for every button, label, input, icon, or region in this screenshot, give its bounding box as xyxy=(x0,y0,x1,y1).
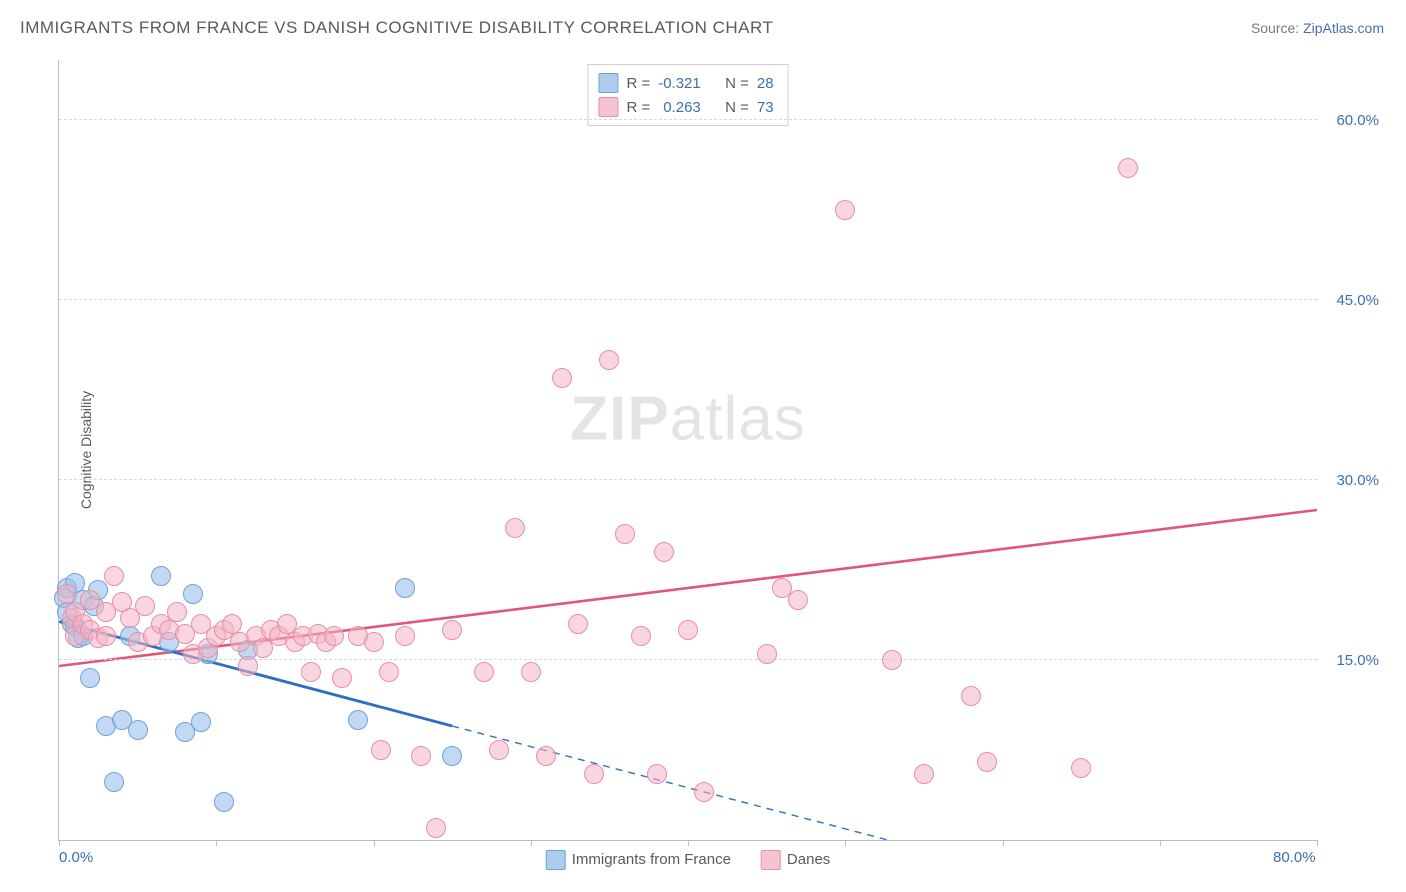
x-tick xyxy=(1003,840,1004,846)
y-tick-label: 60.0% xyxy=(1336,112,1379,129)
data-point-danes xyxy=(961,686,981,706)
data-point-france xyxy=(442,746,462,766)
legend-item-danes: Danes xyxy=(761,850,830,870)
x-tick xyxy=(59,840,60,846)
data-point-danes xyxy=(222,614,242,634)
x-tick xyxy=(531,840,532,846)
x-tick xyxy=(845,840,846,846)
data-point-france xyxy=(191,712,211,732)
data-point-danes xyxy=(568,614,588,634)
data-point-danes xyxy=(57,584,77,604)
data-point-france xyxy=(104,772,124,792)
data-point-danes xyxy=(442,620,462,640)
data-point-danes xyxy=(631,626,651,646)
gridline-h xyxy=(59,119,1317,120)
data-point-danes xyxy=(238,656,258,676)
data-point-france xyxy=(183,584,203,604)
data-point-danes xyxy=(135,596,155,616)
source-attribution: Source: ZipAtlas.com xyxy=(1251,20,1384,36)
watermark: ZIPatlas xyxy=(570,383,805,454)
series-legend: Immigrants from France Danes xyxy=(546,850,831,870)
n-label: N = xyxy=(725,99,749,116)
r-label: R = xyxy=(626,99,650,116)
chart-container: Cognitive Disability ZIPatlas R = -0.321… xyxy=(20,50,1386,880)
data-point-danes xyxy=(599,350,619,370)
data-point-danes xyxy=(364,632,384,652)
data-point-danes xyxy=(1071,758,1091,778)
x-tick xyxy=(688,840,689,846)
y-axis-label: Cognitive Disability xyxy=(78,391,94,509)
data-point-danes xyxy=(977,752,997,772)
data-point-danes xyxy=(1118,158,1138,178)
data-point-danes xyxy=(505,518,525,538)
legend-label-france: Immigrants from France xyxy=(572,851,731,868)
data-point-danes xyxy=(615,524,635,544)
r-label: R = xyxy=(626,75,650,92)
data-point-danes xyxy=(395,626,415,646)
data-point-france xyxy=(151,566,171,586)
x-tick-label: 80.0% xyxy=(1273,849,1316,866)
data-point-france xyxy=(348,710,368,730)
y-tick-label: 15.0% xyxy=(1336,652,1379,669)
n-value-danes: 73 xyxy=(757,99,774,116)
data-point-danes xyxy=(379,662,399,682)
data-point-danes xyxy=(788,590,808,610)
legend-label-danes: Danes xyxy=(787,851,830,868)
data-point-danes xyxy=(104,566,124,586)
data-point-danes xyxy=(521,662,541,682)
r-value-danes: 0.263 xyxy=(658,99,701,116)
legend-item-france: Immigrants from France xyxy=(546,850,731,870)
x-tick xyxy=(1317,840,1318,846)
x-tick-label: 0.0% xyxy=(59,849,93,866)
data-point-france xyxy=(80,668,100,688)
source-link[interactable]: ZipAtlas.com xyxy=(1303,20,1384,36)
data-point-danes xyxy=(647,764,667,784)
data-point-danes xyxy=(301,662,321,682)
swatch-pink-icon xyxy=(598,97,618,117)
correlation-legend: R = -0.321 N = 28 R = 0.263 N = 73 xyxy=(587,64,788,126)
legend-row-france: R = -0.321 N = 28 xyxy=(598,71,773,95)
data-point-danes xyxy=(324,626,344,646)
swatch-blue-icon xyxy=(546,850,566,870)
data-point-danes xyxy=(678,620,698,640)
data-point-danes xyxy=(584,764,604,784)
data-point-danes xyxy=(757,644,777,664)
data-point-danes xyxy=(694,782,714,802)
swatch-blue-icon xyxy=(598,73,618,93)
y-tick-label: 30.0% xyxy=(1336,472,1379,489)
data-point-france xyxy=(395,578,415,598)
data-point-france xyxy=(128,720,148,740)
n-label: N = xyxy=(725,75,749,92)
data-point-danes xyxy=(835,200,855,220)
data-point-danes xyxy=(882,650,902,670)
plot-area: Cognitive Disability ZIPatlas R = -0.321… xyxy=(58,60,1317,841)
legend-row-danes: R = 0.263 N = 73 xyxy=(598,95,773,119)
data-point-danes xyxy=(96,626,116,646)
data-point-danes xyxy=(536,746,556,766)
data-point-danes xyxy=(332,668,352,688)
x-tick xyxy=(374,840,375,846)
source-prefix: Source: xyxy=(1251,20,1303,36)
data-point-danes xyxy=(489,740,509,760)
x-tick xyxy=(216,840,217,846)
data-point-danes xyxy=(654,542,674,562)
n-value-france: 28 xyxy=(757,75,774,92)
x-tick xyxy=(1160,840,1161,846)
watermark-atlas: atlas xyxy=(670,384,806,453)
data-point-france xyxy=(214,792,234,812)
y-tick-label: 45.0% xyxy=(1336,292,1379,309)
data-point-danes xyxy=(371,740,391,760)
data-point-danes xyxy=(167,602,187,622)
gridline-h xyxy=(59,299,1317,300)
data-point-danes xyxy=(411,746,431,766)
data-point-danes xyxy=(552,368,572,388)
watermark-zip: ZIP xyxy=(570,384,669,453)
r-value-france: -0.321 xyxy=(658,75,701,92)
data-point-danes xyxy=(474,662,494,682)
data-point-danes xyxy=(426,818,446,838)
swatch-pink-icon xyxy=(761,850,781,870)
gridline-h xyxy=(59,479,1317,480)
chart-title: IMMIGRANTS FROM FRANCE VS DANISH COGNITI… xyxy=(20,18,773,38)
data-point-danes xyxy=(914,764,934,784)
